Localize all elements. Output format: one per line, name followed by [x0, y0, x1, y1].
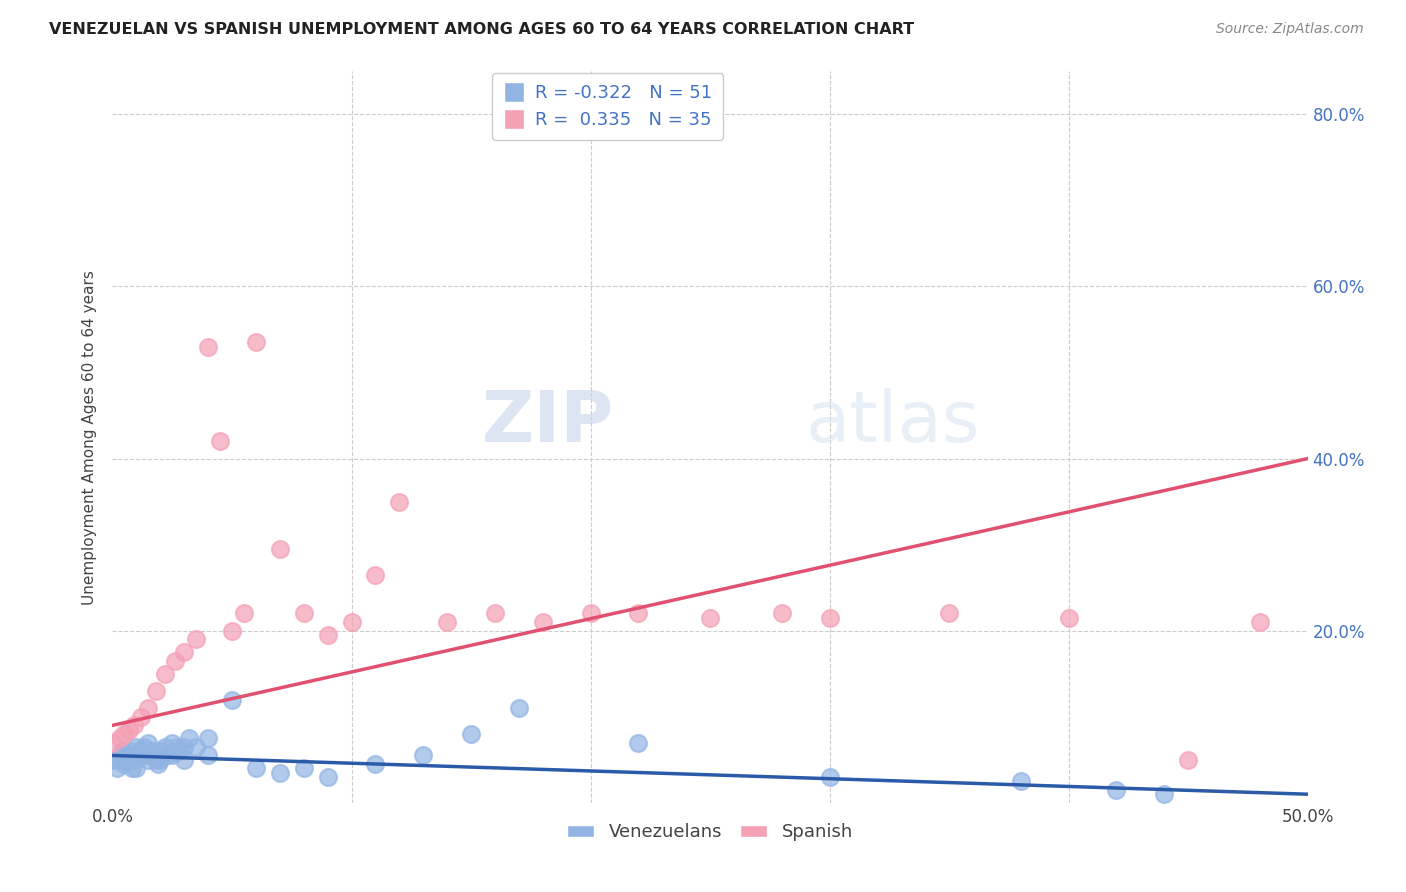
Point — [1153, 787, 1175, 801]
Point — [484, 607, 506, 621]
Point — [105, 761, 128, 775]
Point — [132, 739, 155, 754]
Point — [115, 753, 138, 767]
Point — [186, 739, 208, 754]
Point — [938, 607, 960, 621]
Point — [145, 684, 167, 698]
Text: Source: ZipAtlas.com: Source: ZipAtlas.com — [1216, 22, 1364, 37]
Point — [135, 748, 157, 763]
Point — [197, 731, 219, 746]
Point — [114, 727, 135, 741]
Point — [292, 607, 315, 621]
Point — [269, 541, 291, 556]
Point — [186, 632, 208, 647]
Point — [699, 611, 721, 625]
Point — [125, 748, 148, 763]
Text: atlas: atlas — [806, 388, 980, 457]
Point — [436, 615, 458, 629]
Point — [173, 753, 195, 767]
Point — [138, 701, 160, 715]
Point — [340, 615, 363, 629]
Point — [111, 744, 134, 758]
Text: ZIP: ZIP — [482, 388, 614, 457]
Point — [1249, 615, 1271, 629]
Point — [460, 727, 482, 741]
Point — [292, 761, 315, 775]
Point — [121, 761, 143, 775]
Point — [364, 567, 387, 582]
Point — [1105, 783, 1128, 797]
Point — [245, 761, 267, 775]
Point — [108, 753, 131, 767]
Point — [388, 494, 411, 508]
Point — [122, 753, 145, 767]
Point — [162, 735, 183, 749]
Point — [1177, 753, 1199, 767]
Legend: Venezuelans, Spanish: Venezuelans, Spanish — [560, 816, 860, 848]
Point — [173, 739, 195, 754]
Point — [627, 735, 650, 749]
Point — [162, 748, 183, 763]
Point — [269, 765, 291, 780]
Point — [364, 757, 387, 772]
Point — [129, 710, 152, 724]
Point — [245, 335, 267, 350]
Point — [316, 770, 339, 784]
Point — [166, 739, 188, 754]
Point — [114, 757, 135, 772]
Y-axis label: Unemployment Among Ages 60 to 64 years: Unemployment Among Ages 60 to 64 years — [82, 269, 97, 605]
Point — [316, 628, 339, 642]
Point — [1010, 774, 1032, 789]
Point — [149, 744, 172, 758]
Point — [149, 753, 172, 767]
Point — [818, 611, 841, 625]
Point — [101, 753, 124, 767]
Point — [818, 770, 841, 784]
Point — [108, 731, 131, 746]
Point — [197, 748, 219, 763]
Point — [233, 607, 256, 621]
Point — [122, 718, 145, 732]
Point — [145, 753, 167, 767]
Point — [138, 735, 160, 749]
Text: VENEZUELAN VS SPANISH UNEMPLOYMENT AMONG AGES 60 TO 64 YEARS CORRELATION CHART: VENEZUELAN VS SPANISH UNEMPLOYMENT AMONG… — [49, 22, 914, 37]
Point — [173, 645, 195, 659]
Point — [177, 731, 200, 746]
Point — [221, 692, 243, 706]
Point — [579, 607, 602, 621]
Point — [169, 744, 191, 758]
Point — [508, 701, 530, 715]
Point — [197, 340, 219, 354]
Point — [627, 607, 650, 621]
Point — [101, 735, 124, 749]
Point — [412, 748, 434, 763]
Point — [153, 666, 176, 681]
Point — [121, 744, 143, 758]
Point — [770, 607, 793, 621]
Point — [146, 757, 169, 772]
Point — [125, 761, 148, 775]
Point — [129, 744, 152, 758]
Point — [114, 748, 135, 763]
Point — [153, 739, 176, 754]
Point — [1057, 611, 1080, 625]
Point — [221, 624, 243, 638]
Point — [209, 434, 232, 449]
Point — [118, 723, 141, 737]
Point — [531, 615, 554, 629]
Point — [163, 654, 186, 668]
Point — [118, 748, 141, 763]
Point — [125, 739, 148, 754]
Point — [138, 753, 160, 767]
Point — [139, 748, 162, 763]
Point — [142, 744, 165, 758]
Point — [156, 748, 179, 763]
